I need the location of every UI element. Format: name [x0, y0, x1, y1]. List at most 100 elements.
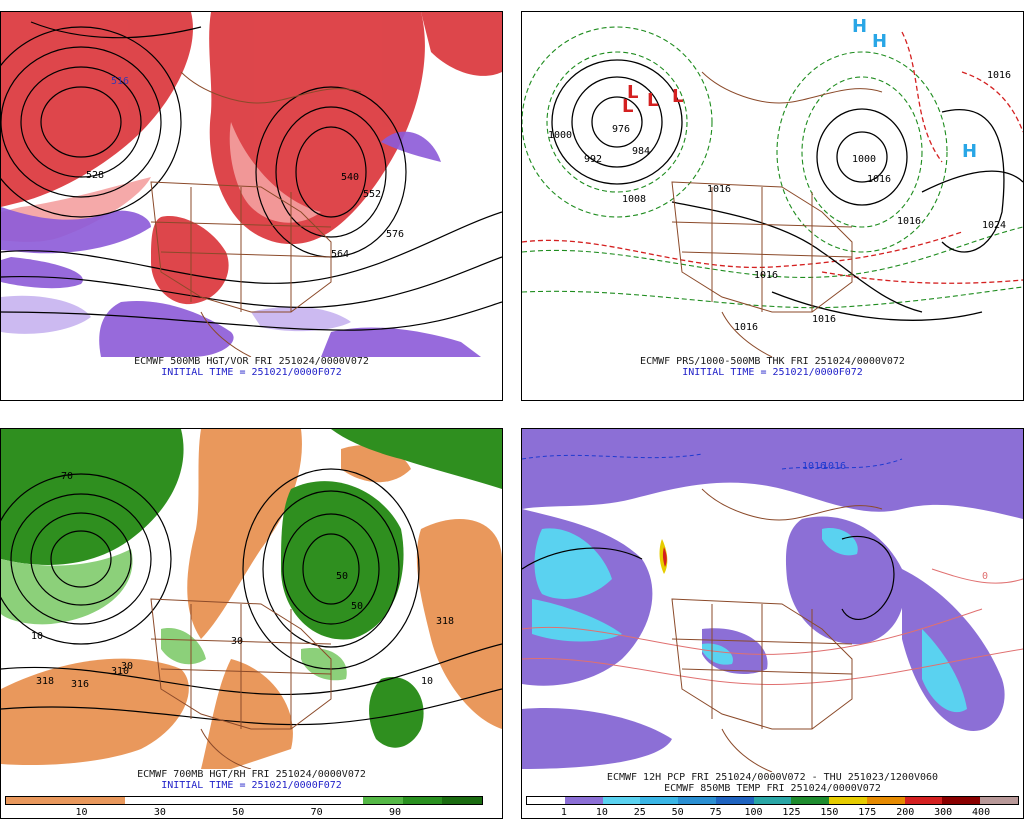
contour-label: 540 [341, 172, 359, 183]
high-pressure-center: H [962, 141, 977, 162]
scale-swatch [980, 797, 1018, 804]
precipitation-color-scale [526, 796, 1019, 805]
contour-label: 516 [111, 76, 129, 87]
contour-label: 528 [86, 170, 104, 181]
isobar-label: 992 [584, 154, 602, 165]
low-pressure-center: L [647, 90, 658, 111]
scale-tick-label: 200 [896, 807, 915, 818]
panel-precip-850mb-temp: 1016 1016 0 ECMWF 12H PCP FRI 251024/000… [521, 428, 1024, 819]
scale-swatch [602, 797, 641, 804]
isobar-label: 1016 [812, 314, 836, 325]
isobar-label: 1016 [707, 184, 731, 195]
scale-tick-label: 175 [858, 807, 877, 818]
isobar-label: 1016 [802, 461, 826, 472]
contour-label: 318 [436, 616, 454, 627]
isobar-label: 1000 [548, 130, 572, 141]
low-pressure-center: L [622, 96, 633, 117]
high-pressure-center: H [852, 16, 867, 37]
map-12h-precipitation: 1016 1016 0 [522, 429, 1023, 772]
isobar-label: 1016 [754, 270, 778, 281]
scale-swatch [904, 797, 943, 804]
map-700mb-relative-humidity: 10 30 70 50 318 310 316 318 50 10 30 [1, 429, 502, 769]
scale-tick-label: 150 [820, 807, 839, 818]
scale-swatch [942, 797, 981, 804]
isobar-label: 1024 [982, 220, 1006, 231]
scale-swatch [363, 797, 403, 804]
contour-label: 50 [351, 601, 363, 612]
contour-label: 70 [61, 471, 73, 482]
caption-init-time: INITIAL TIME = 251021/0000F072 [161, 367, 342, 378]
caption-title: ECMWF PRS/1000-500MB THK FRI 251024/0000… [640, 356, 905, 367]
caption-title: ECMWF 12H PCP FRI 251024/0000V072 - THU … [606, 772, 939, 783]
caption-init-time: INITIAL TIME = 251021/0000F072 [682, 367, 863, 378]
scale-swatch [164, 797, 205, 804]
map-500mb-vorticity: 528 540 552 576 564 516 [1, 12, 502, 357]
isobar-label: 1016 [987, 70, 1011, 81]
panel-prs-thickness: 976 984 992 1000 1016 1008 1000 1016 101… [521, 11, 1024, 401]
isobar-label: 1016 [897, 216, 921, 227]
scale-swatch [829, 797, 867, 804]
scale-swatch [402, 797, 443, 804]
contour-label: 10 [421, 676, 433, 687]
isobar-label: 976 [612, 124, 630, 135]
rh-color-scale [5, 796, 483, 805]
isobar-label: 1016 [734, 322, 758, 333]
scale-swatch [866, 797, 905, 804]
scale-tick-label: 400 [972, 807, 991, 818]
scale-tick-label: 25 [633, 807, 646, 818]
contour-label: 318 [36, 676, 54, 687]
contour-label: 10 [31, 631, 43, 642]
contour-label: 552 [363, 189, 381, 200]
temperature-label: 0 [982, 571, 988, 582]
isobar-label: 1016 [867, 174, 891, 185]
scale-tick-label: 70 [310, 807, 323, 818]
contour-label: 30 [231, 636, 243, 647]
scale-tick-label: 10 [75, 807, 88, 818]
scale-tick-label: 125 [782, 807, 801, 818]
panel-700mb-hgt-rh: 10 30 70 50 318 310 316 318 50 10 30 ECM… [0, 428, 503, 819]
scale-swatch [204, 797, 245, 804]
scale-swatch [6, 797, 46, 804]
scale-swatch [715, 797, 754, 804]
low-pressure-center: L [627, 82, 638, 103]
isobar-label: 1000 [852, 154, 876, 165]
scale-swatch [442, 797, 483, 804]
contour-label: 30 [121, 661, 133, 672]
scale-tick-label: 75 [709, 807, 722, 818]
scale-swatch [640, 797, 679, 804]
scale-swatch [323, 797, 364, 804]
isobar-label: 984 [632, 146, 650, 157]
scale-swatch [753, 797, 792, 804]
scale-swatch [244, 797, 284, 804]
isobar-label: 1016 [822, 461, 846, 472]
contour-label: 310 [111, 666, 129, 677]
contour-label: 564 [331, 249, 349, 260]
caption-title: ECMWF 500MB HGT/VOR FRI 251024/0000V072 [134, 356, 369, 367]
scale-tick-label: 30 [153, 807, 166, 818]
isobar-label: 1008 [622, 194, 646, 205]
scale-swatch [564, 797, 603, 804]
contour-label: 316 [71, 679, 89, 690]
panel-500mb-hgt-vor: 528 540 552 576 564 516 ECMWF 500MB HGT/… [0, 11, 503, 401]
contour-label: 576 [386, 229, 404, 240]
scale-swatch [283, 797, 324, 804]
scale-tick-label: 100 [744, 807, 763, 818]
caption-subtitle: ECMWF 850MB TEMP FRI 251024/0000V072 [664, 783, 881, 794]
scale-tick-label: 90 [389, 807, 402, 818]
scale-tick-label: 50 [671, 807, 684, 818]
contour-label: 50 [336, 571, 348, 582]
caption-title: ECMWF 700MB HGT/RH FRI 251024/0000V072 [137, 769, 366, 780]
scale-swatch [527, 797, 565, 804]
high-pressure-center: H [872, 31, 887, 52]
scale-tick-label: 50 [232, 807, 245, 818]
low-pressure-center: L [672, 86, 683, 107]
caption-init-time: INITIAL TIME = 251021/0000F072 [161, 780, 342, 791]
scale-swatch [85, 797, 126, 804]
scale-swatch [125, 797, 165, 804]
scale-swatch [678, 797, 716, 804]
precipitation-scale-ticks: 1 10 25 50 75 100 125 150 175 200 300 400 [526, 807, 1019, 819]
scale-swatch [791, 797, 830, 804]
map-sea-level-pressure: 976 984 992 1000 1016 1008 1000 1016 101… [522, 12, 1023, 357]
scale-tick-label: 10 [595, 807, 608, 818]
scale-tick-label: 1 [560, 807, 567, 818]
